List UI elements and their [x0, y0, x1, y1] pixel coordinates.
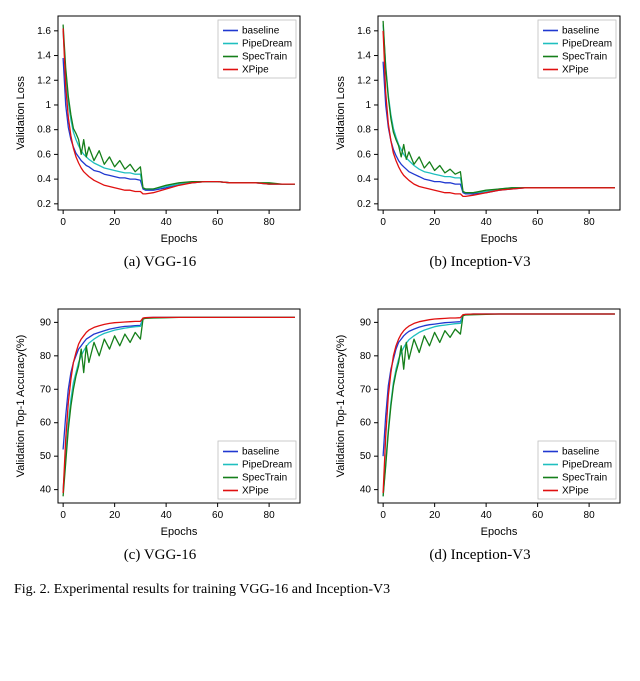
svg-text:70: 70	[360, 384, 372, 395]
svg-text:0.4: 0.4	[37, 174, 51, 185]
svg-text:baseline: baseline	[242, 26, 280, 37]
svg-text:0.4: 0.4	[357, 174, 371, 185]
svg-text:60: 60	[212, 510, 224, 521]
plot-a: 0 20 40 60 80 0.2 0.4 0.6 0.8 1 1.2 1.4 1.6 Epochs Val…	[10, 8, 310, 248]
panel-c: 0 20 40 60 80 40 50 60 70 80 90 Epochs Validation To…	[10, 301, 310, 564]
svg-text:Validation Loss: Validation Loss	[335, 76, 347, 150]
figure-caption-rest: Experimental results for training VGG-16…	[50, 582, 390, 597]
plot-b-wrap: 0 20 40 60 80 0.2 0.4 0.6 0.8 1 1.2 1.4 1.6 Epochs Val…	[330, 8, 630, 248]
panel-d: 0 20 40 60 80 40 50 60 70 80 90 Epochs Validation To…	[330, 301, 630, 564]
svg-text:80: 80	[264, 510, 276, 521]
svg-text:20: 20	[109, 510, 121, 521]
svg-text:XPipe: XPipe	[562, 486, 589, 497]
plot-a-wrap: 0 20 40 60 80 0.2 0.4 0.6 0.8 1 1.2 1.4 1.6 Epochs Val…	[10, 8, 310, 248]
svg-text:0.2: 0.2	[37, 199, 51, 210]
svg-text:Validation Top-1 Accuracy(%): Validation Top-1 Accuracy(%)	[15, 335, 27, 478]
plot-d: 0 20 40 60 80 40 50 60 70 80 90 Epochs Validation To…	[330, 301, 630, 541]
svg-text:0.6: 0.6	[357, 149, 371, 160]
svg-text:PipeDream: PipeDream	[242, 39, 292, 50]
svg-text:1: 1	[45, 100, 51, 111]
subcaption-b: (b) Inception-V3	[429, 254, 530, 271]
svg-text:PipeDream: PipeDream	[562, 460, 612, 471]
row-top: 0 20 40 60 80 0.2 0.4 0.6 0.8 1 1.2 1.4 1.6 Epochs Val…	[0, 8, 640, 271]
svg-text:0: 0	[60, 217, 66, 228]
figure-caption: Fig. 2. Experimental results for trainin…	[0, 582, 640, 598]
svg-text:0.2: 0.2	[357, 199, 371, 210]
svg-text:60: 60	[40, 418, 52, 429]
svg-text:SpecTrain: SpecTrain	[242, 52, 287, 63]
svg-text:1.2: 1.2	[357, 75, 371, 86]
svg-text:20: 20	[429, 510, 441, 521]
svg-text:60: 60	[212, 217, 224, 228]
svg-text:0: 0	[60, 510, 66, 521]
subcaption-c: (c) VGG-16	[124, 547, 197, 564]
svg-text:80: 80	[264, 217, 276, 228]
svg-text:1.6: 1.6	[37, 26, 51, 37]
row-bottom: 0 20 40 60 80 40 50 60 70 80 90 Epochs Validation To…	[0, 301, 640, 564]
plot-c: 0 20 40 60 80 40 50 60 70 80 90 Epochs Validation To…	[10, 301, 310, 541]
svg-text:90: 90	[360, 317, 372, 328]
svg-text:SpecTrain: SpecTrain	[562, 473, 607, 484]
svg-text:1: 1	[365, 100, 371, 111]
svg-text:SpecTrain: SpecTrain	[242, 473, 287, 484]
svg-text:baseline: baseline	[562, 447, 600, 458]
svg-text:SpecTrain: SpecTrain	[562, 52, 607, 63]
svg-text:80: 80	[40, 351, 52, 362]
svg-text:80: 80	[584, 510, 596, 521]
svg-text:Validation Loss: Validation Loss	[15, 76, 27, 150]
svg-text:1.6: 1.6	[357, 26, 371, 37]
figure-caption-prefix: Fig. 2.	[14, 582, 50, 597]
plot-c-wrap: 0 20 40 60 80 40 50 60 70 80 90 Epochs Validation To…	[10, 301, 310, 541]
svg-text:XPipe: XPipe	[562, 65, 589, 76]
panel-a: 0 20 40 60 80 0.2 0.4 0.6 0.8 1 1.2 1.4 1.6 Epochs Val…	[10, 8, 310, 271]
svg-text:40: 40	[481, 217, 493, 228]
svg-text:XPipe: XPipe	[242, 486, 269, 497]
svg-text:baseline: baseline	[562, 26, 600, 37]
svg-text:0.8: 0.8	[357, 125, 371, 136]
svg-text:0: 0	[380, 217, 386, 228]
svg-text:80: 80	[360, 351, 372, 362]
svg-text:60: 60	[532, 510, 544, 521]
svg-text:Epochs: Epochs	[481, 526, 518, 538]
subcaption-a: (a) VGG-16	[124, 254, 197, 271]
svg-text:40: 40	[481, 510, 493, 521]
svg-text:Validation Top-1 Accuracy(%): Validation Top-1 Accuracy(%)	[335, 335, 347, 478]
subcaption-d: (d) Inception-V3	[429, 547, 530, 564]
svg-text:90: 90	[40, 317, 52, 328]
svg-text:1.4: 1.4	[37, 51, 51, 62]
svg-text:40: 40	[161, 217, 173, 228]
svg-text:0: 0	[380, 510, 386, 521]
svg-text:50: 50	[360, 451, 372, 462]
svg-text:20: 20	[109, 217, 121, 228]
svg-text:baseline: baseline	[242, 447, 280, 458]
svg-text:40: 40	[360, 485, 372, 496]
panel-b: 0 20 40 60 80 0.2 0.4 0.6 0.8 1 1.2 1.4 1.6 Epochs Val…	[330, 8, 630, 271]
svg-text:0.8: 0.8	[37, 125, 51, 136]
svg-text:PipeDream: PipeDream	[242, 460, 292, 471]
svg-text:PipeDream: PipeDream	[562, 39, 612, 50]
svg-text:Epochs: Epochs	[161, 233, 198, 245]
plot-d-wrap: 0 20 40 60 80 40 50 60 70 80 90 Epochs Validation To…	[330, 301, 630, 541]
svg-text:60: 60	[360, 418, 372, 429]
svg-text:1.2: 1.2	[37, 75, 51, 86]
svg-text:80: 80	[584, 217, 596, 228]
svg-text:Epochs: Epochs	[481, 233, 518, 245]
svg-text:0.6: 0.6	[37, 149, 51, 160]
svg-text:20: 20	[429, 217, 441, 228]
svg-text:70: 70	[40, 384, 52, 395]
svg-text:40: 40	[40, 485, 52, 496]
svg-text:XPipe: XPipe	[242, 65, 269, 76]
svg-text:40: 40	[161, 510, 173, 521]
svg-text:60: 60	[532, 217, 544, 228]
svg-text:1.4: 1.4	[357, 51, 371, 62]
svg-text:50: 50	[40, 451, 52, 462]
svg-text:Epochs: Epochs	[161, 526, 198, 538]
figure-grid: 0 20 40 60 80 0.2 0.4 0.6 0.8 1 1.2 1.4 1.6 Epochs Val…	[0, 0, 640, 598]
plot-b: 0 20 40 60 80 0.2 0.4 0.6 0.8 1 1.2 1.4 1.6 Epochs Val…	[330, 8, 630, 248]
